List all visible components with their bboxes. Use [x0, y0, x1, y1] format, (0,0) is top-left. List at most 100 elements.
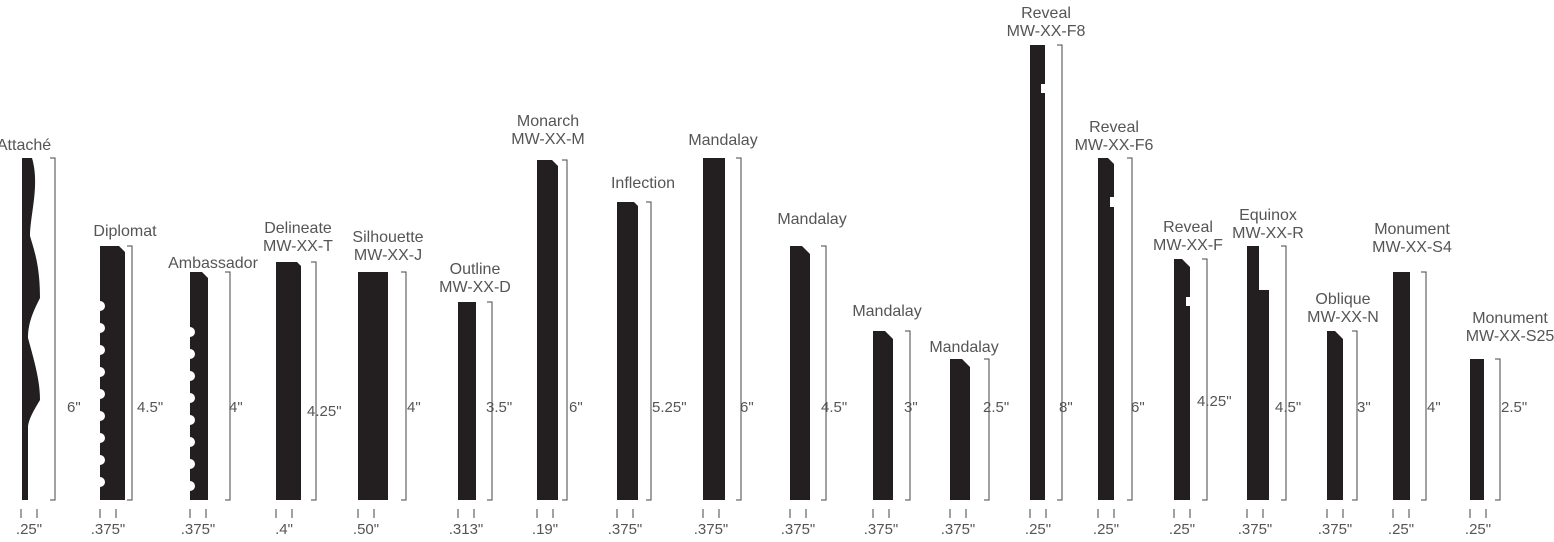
moulding-9-thickness-label: .375": [694, 521, 729, 538]
moulding-15-reveal-notch: [1186, 297, 1191, 306]
moulding-6: [458, 302, 476, 500]
moulding-3-bead: [185, 327, 195, 337]
moulding-2-bead: [95, 345, 105, 355]
moulding-3-bead: [185, 481, 195, 491]
labels-layer: Attaché 6" .25" Diplomat 4.5" .375" Ambassador…: [0, 5, 1554, 538]
moulding-3-bead: [185, 371, 195, 381]
moulding-11: [873, 331, 893, 500]
moulding-18-profile: [1393, 272, 1410, 500]
profiles-layer: [22, 45, 1484, 500]
moulding-13-name: Reveal: [1021, 5, 1071, 22]
moulding-1-height-bracket: [50, 157, 56, 501]
moulding-19-height-label: 2.5": [1501, 399, 1527, 416]
moulding-19-thickness-label: .25": [1465, 521, 1491, 538]
moulding-9-height-bracket: [736, 157, 742, 501]
moulding-14: [1098, 158, 1115, 500]
moulding-1-thickness-label: .25": [16, 521, 42, 538]
moulding-2-bead: [95, 455, 105, 465]
moulding-19-profile: [1470, 359, 1484, 500]
moulding-3-height-bracket: [225, 271, 231, 501]
moulding-1: [22, 158, 40, 500]
moulding-18-height-bracket: [1421, 271, 1427, 501]
moulding-3-height-label: 4": [229, 399, 243, 416]
moulding-3-bead: [185, 393, 195, 403]
moulding-15: [1174, 259, 1191, 500]
moulding-14-reveal-notch: [1110, 197, 1115, 207]
moulding-16-height-bracket: [1281, 245, 1287, 501]
moulding-7-height-bracket: [562, 159, 568, 501]
moulding-7-thickness-label: .19": [532, 521, 558, 538]
moulding-19-model: MW-XX-S25: [1466, 328, 1554, 345]
moulding-9-height-label: 6": [740, 399, 754, 416]
moulding-18-name: Monument: [1374, 221, 1450, 238]
moulding-4-height-bracket: [311, 261, 317, 501]
moulding-14-thickness-label: .25": [1093, 521, 1119, 538]
moulding-17-height-label: 3": [1357, 399, 1371, 416]
moulding-3-bead: [185, 437, 195, 447]
moulding-4: [276, 262, 301, 500]
moulding-15-model: MW-XX-F: [1153, 237, 1223, 254]
moulding-11-height-bracket: [905, 330, 911, 501]
moulding-4-name: Delineate: [264, 220, 332, 237]
moulding-3: [185, 272, 208, 500]
moulding-19-height-bracket: [1495, 358, 1501, 501]
moulding-6-height-bracket: [487, 301, 493, 501]
moulding-5: [358, 272, 388, 500]
moulding-2-height-label: 4.5": [137, 399, 163, 416]
moulding-12-thickness-label: .375": [941, 521, 976, 538]
moulding-13-model: MW-XX-F8: [1007, 23, 1086, 40]
moulding-5-height-bracket: [401, 271, 407, 501]
moulding-7: [537, 160, 558, 500]
moulding-16-height-label: 4.5": [1275, 399, 1301, 416]
moulding-7-profile: [537, 160, 558, 500]
moulding-17-profile: [1327, 331, 1343, 500]
moulding-14-height-label: 6": [1131, 399, 1145, 416]
moulding-6-thickness-label: .313": [449, 521, 484, 538]
moulding-7-height-label: 6": [569, 399, 583, 416]
moulding-13: [1030, 45, 1046, 500]
moulding-9-name: Mandalay: [688, 132, 757, 149]
moulding-14-height-bracket: [1127, 157, 1133, 501]
moulding-2-profile: [100, 246, 125, 500]
moulding-2-bead: [95, 433, 105, 443]
moulding-4-thickness-label: .4": [275, 521, 293, 538]
moulding-6-height-label: 3.5": [486, 399, 512, 416]
moulding-13-reveal-notch: [1041, 84, 1046, 93]
moulding-16-step: [1259, 246, 1269, 290]
moulding-2-bead: [95, 367, 105, 377]
moulding-8-thickness-label: .375": [608, 521, 643, 538]
moulding-1-profile: [22, 158, 40, 500]
moulding-11-profile: [873, 331, 893, 500]
moulding-14-profile: [1098, 158, 1114, 500]
moulding-13-height-bracket: [1057, 44, 1063, 501]
moulding-12-height-bracket: [984, 358, 990, 501]
moulding-2-bead: [95, 477, 105, 487]
moulding-18-thickness-label: .25": [1388, 521, 1414, 538]
moulding-5-name: Silhouette: [352, 229, 423, 246]
moulding-8: [617, 202, 638, 500]
moulding-7-model: MW-XX-M: [511, 131, 584, 148]
moulding-10-height-bracket: [821, 245, 827, 501]
moulding-19: [1470, 359, 1484, 500]
moulding-12: [950, 359, 970, 500]
moulding-10: [790, 246, 810, 500]
moulding-12-name: Mandalay: [929, 339, 998, 356]
moulding-2-bead: [95, 411, 105, 421]
moulding-17-thickness-label: .375": [1318, 521, 1353, 538]
moulding-8-name: Inflection: [611, 175, 675, 192]
moulding-4-profile: [276, 262, 301, 500]
moulding-2: [95, 246, 125, 500]
moulding-8-profile: [617, 202, 638, 500]
moulding-9: [703, 158, 725, 500]
moulding-2-bead: [95, 389, 105, 399]
moulding-6-profile: [458, 302, 476, 500]
moulding-13-thickness-label: .25": [1025, 521, 1051, 538]
moulding-9-profile: [703, 158, 725, 500]
moulding-4-height-label: 4.25": [307, 403, 342, 420]
moulding-3-bead: [185, 349, 195, 359]
moulding-10-height-label: 4.5": [821, 399, 847, 416]
moulding-15-name: Reveal: [1163, 219, 1213, 236]
moulding-18-model: MW-XX-S4: [1372, 239, 1452, 256]
moulding-2-name: Diplomat: [93, 223, 157, 240]
